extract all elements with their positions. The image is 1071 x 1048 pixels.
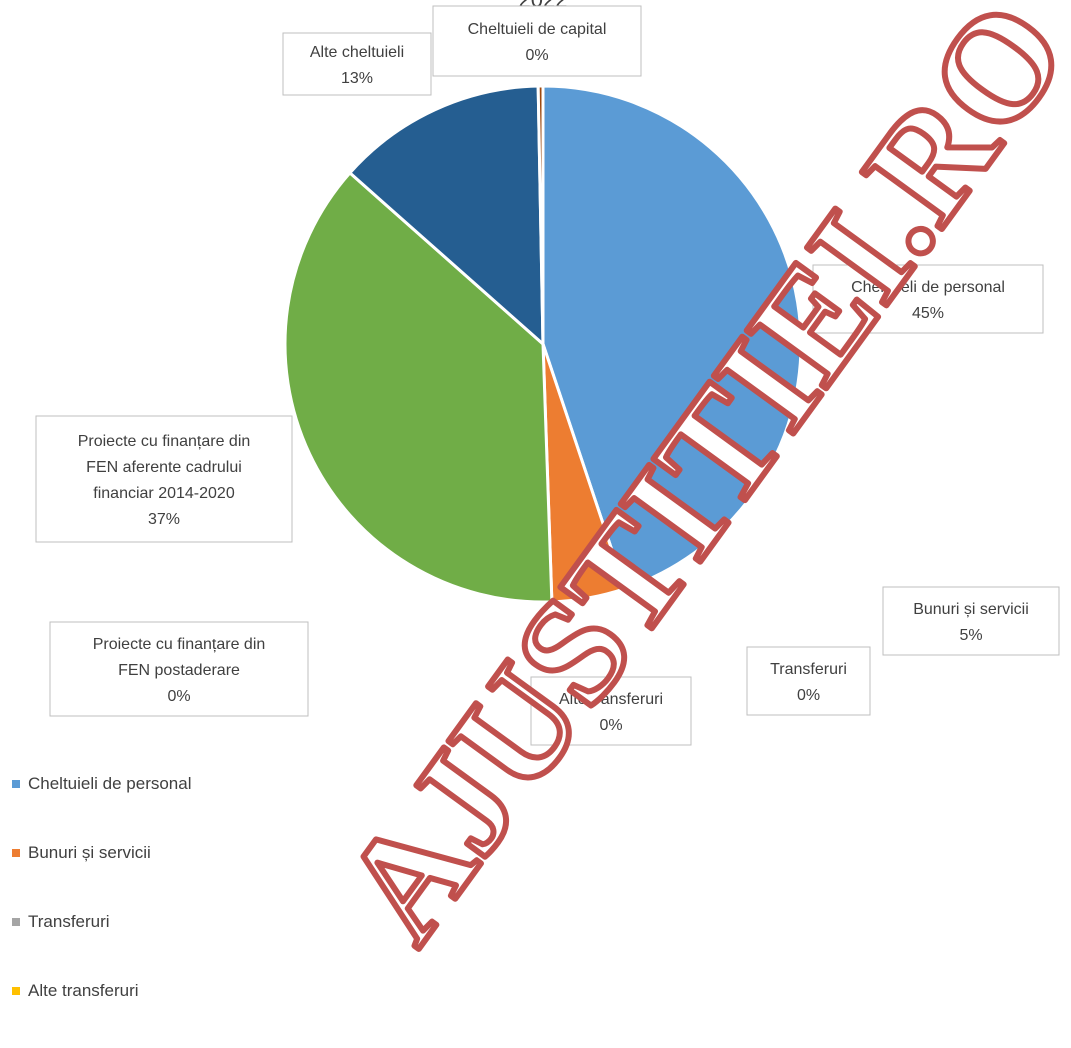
legend-label: Bunuri și servicii bbox=[28, 843, 151, 862]
data-label-name: Transferuri bbox=[770, 661, 847, 678]
data-label-transferuri: Transferuri 0% bbox=[746, 646, 871, 716]
data-label-name: FEN postaderare bbox=[118, 662, 240, 679]
data-label-percent: 45% bbox=[912, 305, 944, 322]
data-label-alte-transferuri: Alte transferuri 0% bbox=[530, 676, 692, 746]
legend-label: Cheltuieli de personal bbox=[28, 774, 192, 793]
legend: Cheltuieli de personal Bunuri și servicii… bbox=[12, 772, 192, 1048]
data-label-name: Cheltuieli de capital bbox=[468, 21, 607, 38]
data-labels: Cheltuieli de personal 45% Bunuri și servi… bbox=[35, 5, 1060, 746]
legend-item-bunuri-si-servicii: Bunuri și servicii bbox=[12, 841, 192, 865]
data-label-name: FEN aferente cadrului bbox=[86, 459, 242, 476]
legend-swatch bbox=[12, 918, 20, 926]
slice-cheltuieli-de-capital bbox=[536, 84, 545, 345]
data-label-percent: 37% bbox=[148, 511, 180, 528]
data-label-percent: 0% bbox=[599, 717, 622, 734]
data-label-percent: 0% bbox=[797, 687, 820, 704]
data-label-bunuri-si-servicii: Bunuri și servicii 5% bbox=[882, 586, 1060, 656]
legend-item-alte-transferuri: Alte transferuri bbox=[12, 979, 192, 1003]
legend-label: Alte transferuri bbox=[28, 981, 139, 1000]
legend-swatch bbox=[12, 987, 20, 995]
data-label-percent: 5% bbox=[959, 627, 982, 644]
data-label-percent: 0% bbox=[525, 47, 548, 64]
data-label-percent: 0% bbox=[167, 688, 190, 705]
data-label-percent: 13% bbox=[341, 70, 373, 87]
data-label-cheltuieli-de-personal: Cheltuieli de personal 45% bbox=[812, 264, 1044, 334]
legend-swatch bbox=[12, 780, 20, 788]
data-label-name: Proiecte cu finanțare din bbox=[78, 433, 251, 450]
data-label-name: Bunuri și servicii bbox=[913, 601, 1029, 618]
data-label-name: financiar 2014-2020 bbox=[93, 485, 235, 502]
legend-item-transferuri: Transferuri bbox=[12, 910, 192, 934]
data-label-proiecte-cu-finantare-din-fen-aferente-cadrului-financiar-2014-2020: Proiecte cu finanțare din FEN aferente ca… bbox=[35, 415, 293, 543]
data-label-name: Alte transferuri bbox=[559, 691, 663, 708]
pie-slices bbox=[283, 84, 803, 604]
slice-alte-cheltuieli bbox=[347, 84, 545, 348]
data-label-cheltuieli-de-capital: Cheltuieli de capital 0% bbox=[432, 5, 642, 77]
data-label-name: Proiecte cu finanțare din bbox=[93, 636, 266, 653]
data-label-alte-cheltuieli: Alte cheltuieli 13% bbox=[282, 32, 432, 96]
slice-cheltuieli-de-personal bbox=[541, 84, 803, 591]
legend-item-cheltuieli-de-personal: Cheltuieli de personal bbox=[12, 772, 192, 796]
legend-label: Transferuri bbox=[28, 912, 110, 931]
data-label-proiecte-cu-finantare-din-fen-postaderare: Proiecte cu finanțare din FEN postaderare… bbox=[49, 621, 309, 717]
legend-swatch bbox=[12, 849, 20, 857]
data-label-name: Alte cheltuieli bbox=[310, 44, 404, 61]
data-label-name: Cheltuieli de personal bbox=[851, 279, 1005, 296]
slice-proiecte-cu-finantare-din-fen-aferente-cadrului-financiar-2014-2020 bbox=[283, 170, 554, 604]
